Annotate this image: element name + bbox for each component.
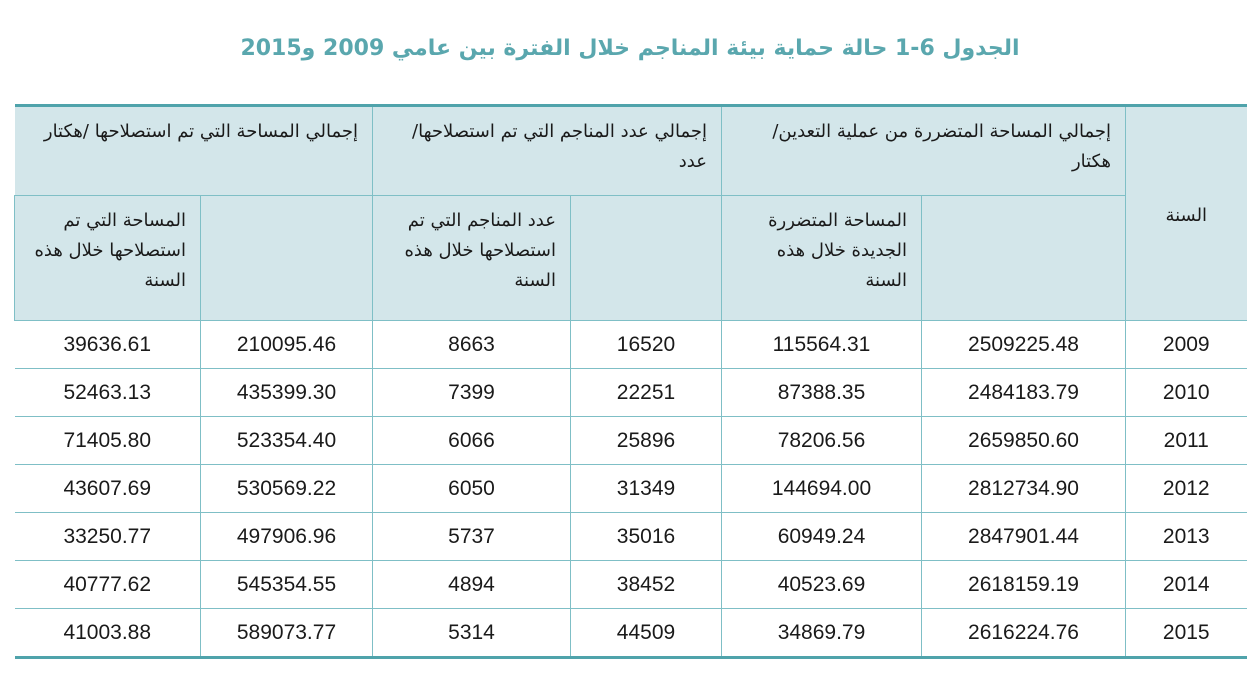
cell-damaged-total: 2616224.76: [921, 608, 1126, 659]
table-row: 2013 2847901.44 60949.24 35016 5737 4979…: [14, 512, 1247, 561]
cell-mines-new: 7399: [372, 368, 571, 417]
cell-area-new: 52463.13: [14, 368, 201, 417]
cell-mines-total: 35016: [570, 512, 722, 561]
cell-area-total: 435399.30: [200, 368, 373, 417]
mine-protection-table: السنة إجمالي المساحة المتضررة من عملية ا…: [14, 104, 1247, 659]
table-row: 2012 2812734.90 144694.00 31349 6050 530…: [14, 464, 1247, 513]
header-damaged-new: المساحة المتضررة الجديدة خلال هذه السنة: [721, 195, 922, 321]
cell-year: 2011: [1125, 416, 1247, 465]
cell-area-total: 545354.55: [200, 560, 373, 609]
cell-damaged-total: 2812734.90: [921, 464, 1126, 513]
cell-mines-new: 6066: [372, 416, 571, 465]
cell-damaged-new: 78206.56: [721, 416, 922, 465]
cell-year: 2010: [1125, 368, 1247, 417]
cell-mines-new: 4894: [372, 560, 571, 609]
cell-mines-new: 5314: [372, 608, 571, 659]
cell-damaged-total: 2618159.19: [921, 560, 1126, 609]
header-year: السنة: [1125, 104, 1247, 321]
cell-area-total: 530569.22: [200, 464, 373, 513]
cell-year: 2015: [1125, 608, 1247, 659]
cell-area-total: 210095.46: [200, 320, 373, 369]
header-damaged-total: إجمالي المساحة المتضررة من عملية التعدين…: [721, 104, 1126, 196]
cell-area-new: 71405.80: [14, 416, 201, 465]
cell-area-total: 497906.96: [200, 512, 373, 561]
cell-mines-total: 16520: [570, 320, 722, 369]
cell-area-new: 39636.61: [14, 320, 201, 369]
header-area-new: المساحة التي تم استصلاحها خلال هذه السنة: [14, 195, 201, 321]
header-mines-new: عدد المناجم التي تم استصلاحها خلال هذه ا…: [372, 195, 571, 321]
cell-area-total: 589073.77: [200, 608, 373, 659]
cell-damaged-total: 2509225.48: [921, 320, 1126, 369]
header-mines-total-spacer: [570, 195, 722, 321]
cell-area-new: 40777.62: [14, 560, 201, 609]
table-row: 2010 2484183.79 87388.35 22251 7399 4353…: [14, 368, 1247, 417]
cell-damaged-total: 2484183.79: [921, 368, 1126, 417]
cell-damaged-new: 40523.69: [721, 560, 922, 609]
cell-mines-total: 22251: [570, 368, 722, 417]
cell-mines-total: 44509: [570, 608, 722, 659]
table-row: 2015 2616224.76 34869.79 44509 5314 5890…: [14, 608, 1247, 659]
cell-mines-total: 25896: [570, 416, 722, 465]
cell-year: 2014: [1125, 560, 1247, 609]
cell-area-new: 33250.77: [14, 512, 201, 561]
header-mines-total: إجمالي عدد المناجم التي تم استصلاحها/عدد: [372, 104, 722, 196]
cell-mines-new: 5737: [372, 512, 571, 561]
cell-damaged-new: 144694.00: [721, 464, 922, 513]
cell-mines-total: 31349: [570, 464, 722, 513]
header-damaged-total-spacer: [921, 195, 1126, 321]
cell-mines-new: 6050: [372, 464, 571, 513]
cell-damaged-new: 60949.24: [721, 512, 922, 561]
table-row: 2011 2659850.60 78206.56 25896 6066 5233…: [14, 416, 1247, 465]
table-row: 2009 2509225.48 115564.31 16520 8663 210…: [14, 320, 1247, 369]
cell-damaged-total: 2847901.44: [921, 512, 1126, 561]
cell-mines-new: 8663: [372, 320, 571, 369]
table-row: 2014 2618159.19 40523.69 38452 4894 5453…: [14, 560, 1247, 609]
cell-year: 2009: [1125, 320, 1247, 369]
header-area-total: إجمالي المساحة التي تم استصلاحها /هكتار: [14, 104, 373, 196]
cell-year: 2012: [1125, 464, 1247, 513]
table-title: الجدول 6-1 حالة حماية بيئة المناجم خلال …: [240, 36, 1020, 61]
cell-damaged-new: 87388.35: [721, 368, 922, 417]
cell-mines-total: 38452: [570, 560, 722, 609]
cell-area-new: 41003.88: [14, 608, 201, 659]
cell-damaged-new: 115564.31: [721, 320, 922, 369]
cell-damaged-new: 34869.79: [721, 608, 922, 659]
cell-area-total: 523354.40: [200, 416, 373, 465]
cell-damaged-total: 2659850.60: [921, 416, 1126, 465]
header-area-total-spacer: [200, 195, 373, 321]
cell-year: 2013: [1125, 512, 1247, 561]
cell-area-new: 43607.69: [14, 464, 201, 513]
